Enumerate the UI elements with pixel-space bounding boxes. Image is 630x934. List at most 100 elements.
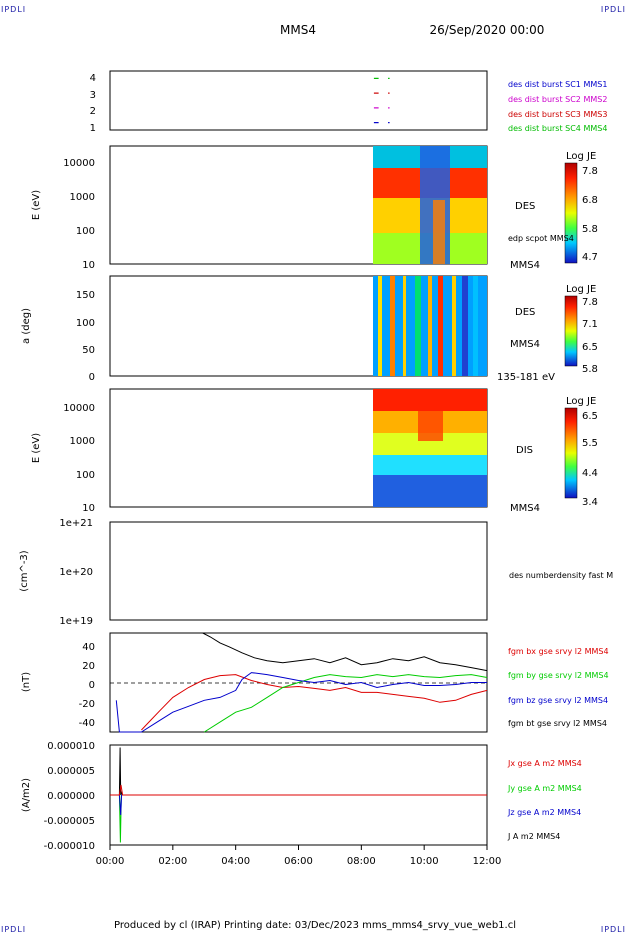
current-series-line	[110, 784, 487, 796]
current-legend-entry: Jy gse A m2 MMS4	[507, 784, 582, 793]
burst-ytick: 1	[90, 123, 96, 134]
dis-energy-label: DIS	[516, 445, 533, 456]
bfield-ytick: 0	[89, 680, 95, 691]
x-tick-label: 04:00	[221, 856, 250, 867]
des-pitch-ylabel: a (deg)	[21, 308, 32, 344]
dis-energy-cbar-tick: 5.5	[582, 438, 598, 449]
bfield-ytick: 20	[82, 661, 95, 672]
current-series-line	[110, 794, 487, 843]
des-pitch-ytick: 150	[76, 290, 95, 301]
density-panel-frame	[109, 521, 488, 621]
burst-ytick: 4	[90, 73, 96, 84]
des-energy-cbar-tick: 6.8	[582, 195, 598, 206]
bfield-series-line	[115, 672, 487, 733]
des-pitch-cbar-tick: 7.8	[582, 297, 598, 308]
des-pitch-cbar-tick: 7.1	[582, 319, 598, 330]
des-energy-colorbar-title: Log JE	[566, 151, 596, 162]
current-series-line	[110, 794, 487, 816]
dis-energy-ytick: 10	[82, 503, 95, 514]
corner-logo-bottom-right: IPDLI	[600, 925, 626, 934]
des-pitch-spectrogram	[373, 276, 487, 376]
current-ytick: 0.000005	[47, 766, 95, 777]
des-energy-scpot-label: edp scpot MMS4	[508, 234, 574, 243]
des-pitch-label: DES	[515, 307, 535, 318]
current-series	[110, 747, 487, 843]
bfield-series-line	[202, 632, 488, 672]
dis-energy-colorbar-title: Log JE	[566, 396, 596, 407]
des-pitch-ytick: 0	[89, 372, 95, 383]
x-tick-label: 08:00	[347, 856, 376, 867]
x-tick-label: 12:00	[473, 856, 502, 867]
dis-energy-ytick: 100	[76, 470, 95, 481]
des-energy-ytick: 10	[82, 260, 95, 271]
des-pitch-ytick: 100	[76, 318, 95, 329]
des-energy-ytick: 10000	[63, 158, 95, 169]
density-ytick: 1e+21	[59, 518, 93, 529]
dis-energy-cbar-tick: 3.4	[582, 497, 598, 508]
dis-energy-spectrogram	[373, 389, 487, 507]
des-pitch-energy-label: 135-181 eV	[497, 372, 555, 383]
current-ytick: -0.000005	[44, 816, 95, 827]
bfield-legend-entry: fgm bt gse srvy l2 MMS4	[508, 719, 607, 728]
des-pitch-colorbar	[564, 295, 578, 367]
des-pitch-ytick: 50	[82, 345, 95, 356]
des-energy-mms-label: MMS4	[510, 260, 540, 271]
bfield-series-line	[141, 674, 488, 731]
des-energy-cbar-tick: 5.8	[582, 224, 598, 235]
corner-logo-top-right: IPDLI	[600, 5, 626, 14]
des-energy-cbar-tick: 4.7	[582, 252, 598, 263]
des-energy-ylabel: E (eV)	[31, 190, 42, 220]
dis-energy-cbar-tick: 6.5	[582, 411, 598, 422]
bfield-series	[115, 632, 488, 733]
bfield-ylabel: (nT)	[21, 672, 32, 692]
dis-energy-ytick: 10000	[63, 403, 95, 414]
spacecraft-title: MMS4	[280, 23, 316, 37]
current-legend-entry: J A m2 MMS4	[507, 832, 560, 841]
dis-energy-mms-label: MMS4	[510, 503, 540, 514]
bfield-legend-entry: fgm bz gse srvy l2 MMS4	[508, 696, 608, 705]
x-tick-label: 06:00	[284, 856, 313, 867]
density-ytick: 1e+20	[59, 567, 93, 578]
x-tick-label: 10:00	[410, 856, 439, 867]
bfield-ytick: 40	[82, 642, 95, 653]
des-pitch-cbar-tick: 5.8	[582, 364, 598, 375]
footer-text: Produced by cl (IRAP) Printing date: 03/…	[114, 920, 516, 931]
dis-energy-ylabel: E (eV)	[31, 433, 42, 463]
bfield-series-line	[204, 674, 488, 733]
corner-logo-top-left: IPDLI	[1, 5, 27, 14]
current-ytick: -0.000010	[44, 841, 95, 852]
current-ytick: 0.000010	[47, 741, 95, 752]
des-energy-ytick: 100	[76, 226, 95, 237]
des-energy-cbar-tick: 7.8	[582, 166, 598, 177]
burst-legend-entry: des dist burst SC3 MMS3	[508, 110, 607, 119]
burst-ytick: 2	[90, 106, 96, 117]
des-energy-ytick: 1000	[70, 192, 95, 203]
dis-energy-colorbar	[564, 407, 578, 499]
burst-legend-entry: des dist burst SC1 MMS1	[508, 80, 607, 89]
bfield-legend-entry: fgm bx gse srvy l2 MMS4	[508, 647, 609, 656]
density-legend-entry: des numberdensity fast M	[509, 571, 613, 580]
des-energy-label: DES	[515, 201, 535, 212]
density-ylabel: (cm^-3)	[19, 550, 30, 591]
bfield-legend-entry: fgm by gse srvy l2 MMS4	[508, 671, 609, 680]
current-ytick: 0.000000	[47, 791, 95, 802]
des-pitch-cbar-tick: 6.5	[582, 342, 598, 353]
datetime-title: 26/Sep/2020 00:00	[430, 23, 545, 37]
corner-logo-bottom-left: IPDLI	[1, 925, 27, 934]
burst-ytick: 3	[90, 90, 96, 101]
des-energy-colorbar	[564, 162, 578, 264]
bfield-ytick: -40	[79, 718, 95, 729]
burst-legend-entry: des dist burst SC4 MMS4	[508, 124, 607, 133]
des-energy-spectrogram	[373, 146, 487, 264]
current-series-line	[110, 747, 487, 796]
current-ylabel: (A/m2)	[21, 778, 32, 812]
time-axis: 00:00 02:00 04:00 06:00 08:00 10:00 12:00	[96, 845, 502, 867]
des-pitch-mms-label: MMS4	[510, 339, 540, 350]
x-tick-label: 02:00	[158, 856, 187, 867]
burst-legend-entry: des dist burst SC2 MMS2	[508, 95, 607, 104]
current-legend-entry: Jx gse A m2 MMS4	[507, 759, 582, 768]
dis-energy-cbar-tick: 4.4	[582, 468, 598, 479]
density-ytick: 1e+19	[59, 616, 93, 627]
x-tick-label: 00:00	[96, 856, 125, 867]
